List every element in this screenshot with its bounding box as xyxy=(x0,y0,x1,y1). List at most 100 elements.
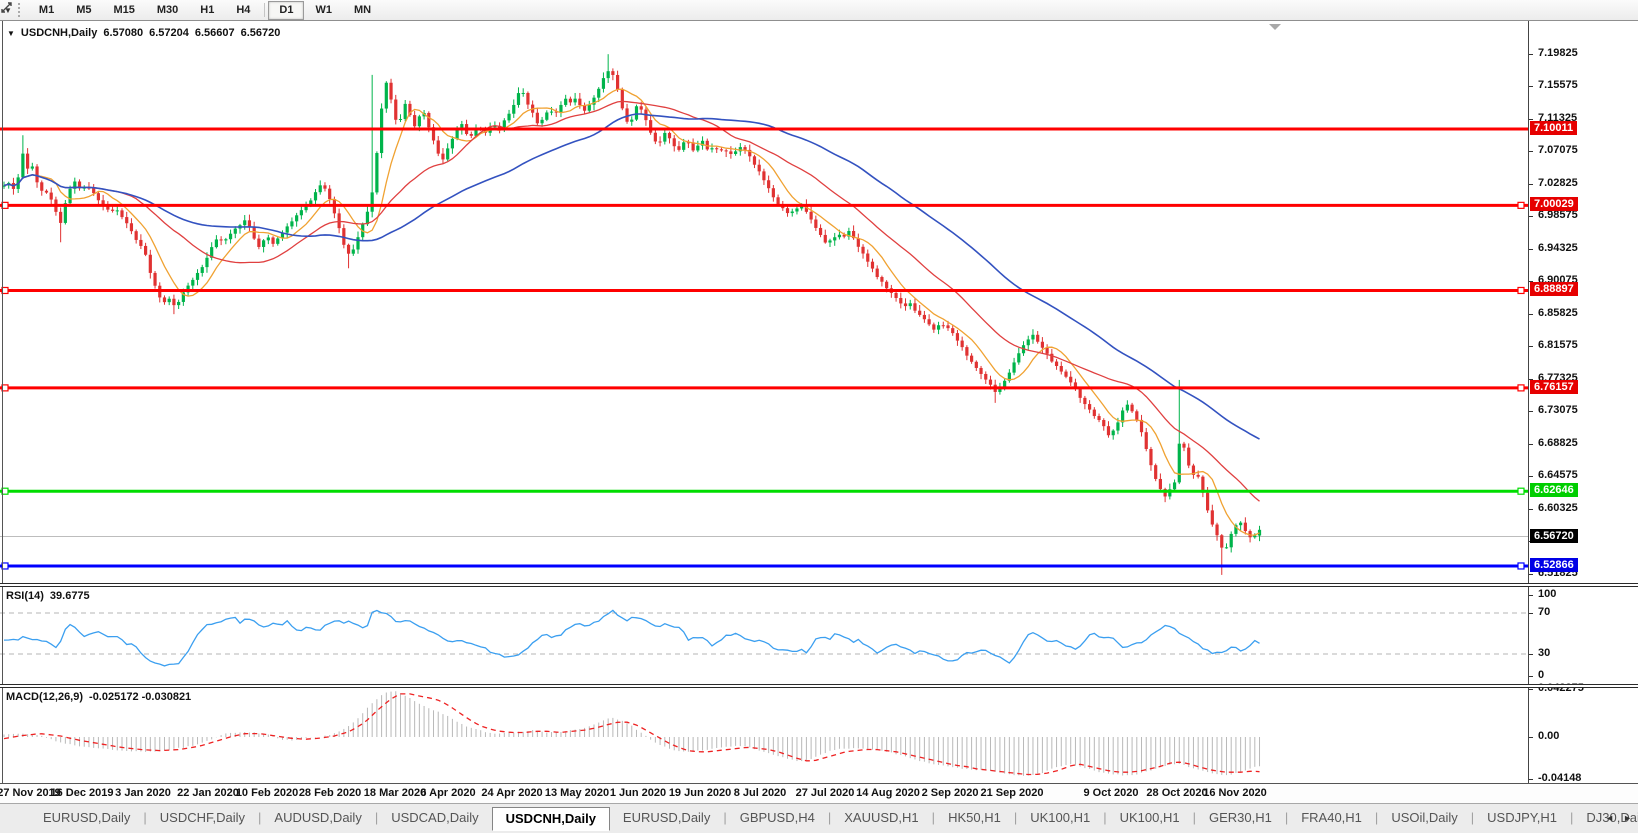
tab-separator: | xyxy=(1374,810,1379,825)
date-label: 3 Jan 2020 xyxy=(115,787,171,799)
tab-hk50-h1[interactable]: HK50,H1 xyxy=(948,810,1001,825)
macd-values: -0.025172 -0.030821 xyxy=(89,691,192,703)
tab-uk100-h1[interactable]: UK100,H1 xyxy=(1030,810,1091,825)
timeframe-button-h4[interactable]: H4 xyxy=(236,4,251,16)
tick-mark xyxy=(1529,654,1533,655)
timeframe-button-d1[interactable]: D1 xyxy=(268,0,305,20)
collapse-triangle-icon[interactable]: ▼ xyxy=(7,28,15,38)
ohlc-close: 6.56720 xyxy=(240,27,281,39)
macd-label: MACD(12,26,9) -0.025172 -0.030821 xyxy=(6,691,191,703)
ma-slow-line xyxy=(3,113,1260,440)
price-tick-6.73075: 6.73075 xyxy=(1538,404,1578,417)
tab-separator: | xyxy=(1192,810,1196,825)
tab-usoil-daily[interactable]: USOil,Daily xyxy=(1391,810,1458,825)
rsi-panel[interactable]: RSI(14) 39.6775 xyxy=(0,587,1528,684)
tab-ger30-h1[interactable]: GER30,H1 xyxy=(1208,810,1272,825)
tick-mark xyxy=(1529,183,1533,185)
candlestick-chart[interactable] xyxy=(0,21,1528,583)
price-tick-6.85825: 6.85825 xyxy=(1538,306,1578,319)
timeframe-button-mn[interactable]: MN xyxy=(353,4,372,16)
rsi-tick-30: 30 xyxy=(1538,647,1551,659)
tab-usdchf-daily[interactable]: USDCHF,Daily xyxy=(159,810,246,825)
tab-uk100-h1[interactable]: UK100,H1 xyxy=(1119,810,1180,825)
timeframe-button-h1[interactable]: H1 xyxy=(200,4,215,16)
date-label: 14 Aug 2020 xyxy=(856,787,920,799)
macd-panel[interactable]: MACD(12,26,9) -0.025172 -0.030821 xyxy=(0,688,1528,783)
date-label: 9 Oct 2020 xyxy=(1083,787,1139,799)
tick-mark xyxy=(1529,573,1533,575)
tick-mark xyxy=(1529,346,1533,348)
timeframe-button-m30[interactable]: M30 xyxy=(156,4,179,16)
ma-fast-line xyxy=(3,88,1260,536)
tab-usdcad-daily[interactable]: USDCAD,Daily xyxy=(391,810,479,825)
rsi-tick-0: 0 xyxy=(1538,669,1545,681)
date-label: 13 May 2020 xyxy=(544,787,610,799)
timeframe-button-m1[interactable]: M1 xyxy=(38,4,55,16)
price-badge-7.10011: 7.10011 xyxy=(1530,121,1578,136)
rsi-plot[interactable] xyxy=(0,587,1528,684)
date-label: 24 Apr 2020 xyxy=(481,787,543,799)
tab-scroll-left-icon[interactable]: ◄ xyxy=(1605,813,1615,823)
tab-eurusd-daily[interactable]: EURUSD,Daily xyxy=(622,810,711,825)
date-label: 28 Oct 2020 xyxy=(1146,787,1208,799)
price-tick-7.15575: 7.15575 xyxy=(1538,79,1578,92)
tab-usdjpy-h1[interactable]: USDJPY,H1 xyxy=(1487,810,1558,825)
panel-separator[interactable] xyxy=(0,583,1638,587)
macd-plot[interactable] xyxy=(0,688,1528,783)
tab-fra40-h1[interactable]: FRA40,H1 xyxy=(1301,810,1362,825)
price-axis[interactable]: 7.19825 7.15575 7.11325 7.07075 7.02825 6.985… xyxy=(1528,21,1638,784)
macd-name: MACD(12,26,9) xyxy=(6,691,84,703)
tick-mark xyxy=(1529,689,1533,691)
cursor-tool-button[interactable]: ▼ xyxy=(0,2,16,15)
tab-separator: | xyxy=(1570,810,1574,825)
tick-mark xyxy=(1529,411,1533,413)
hline-6.88897 xyxy=(0,286,1528,295)
toolbar-separator xyxy=(264,3,266,17)
timeframe-button-w1[interactable]: W1 xyxy=(315,4,332,16)
date-label: 22 Jan 2020 xyxy=(177,787,239,799)
date-label: 16 Dec 2019 xyxy=(50,787,114,799)
macd-signal-line xyxy=(3,693,1260,776)
toolbar-grip-handle[interactable] xyxy=(17,3,23,17)
tab-xauusd-h1[interactable]: XAUUSD,H1 xyxy=(844,810,919,825)
price-tick-7.11325: 7.11325 xyxy=(1538,111,1578,124)
timeframe-button-m15[interactable]: M15 xyxy=(113,4,135,16)
tab-separator: | xyxy=(374,810,379,825)
tick-mark xyxy=(1529,281,1533,283)
price-tick-7.19825: 7.19825 xyxy=(1538,46,1578,59)
tab-audusd-daily[interactable]: AUDUSD,Daily xyxy=(274,810,362,825)
price-badge-6.62646: 6.62646 xyxy=(1530,483,1578,498)
price-tick-6.60325: 6.60325 xyxy=(1538,501,1578,514)
tick-mark xyxy=(1529,676,1533,677)
rsi-line xyxy=(3,609,1260,667)
tab-gbpusd-h4[interactable]: GBPUSD,H4 xyxy=(739,810,815,825)
chart-left-border xyxy=(2,21,3,783)
timeframe-button-m5[interactable]: M5 xyxy=(76,4,92,16)
rsi-name: RSI(14) xyxy=(6,590,44,602)
tick-mark xyxy=(1529,248,1533,250)
timeframe-buttons: M1 M5 M15 M30 H1 H4 D1 W1 MN xyxy=(28,0,382,20)
rsi-value: 39.6775 xyxy=(49,590,90,602)
tab-dj30-daily[interactable]: DJ30,Daily xyxy=(1586,810,1638,825)
panel-separator[interactable] xyxy=(0,684,1638,688)
price-chart-panel[interactable]: ▼ USDCNH,Daily 6.57080 6.57204 6.56607 6… xyxy=(0,21,1528,583)
tick-mark xyxy=(1529,613,1533,614)
tab-scroll-right-icon[interactable]: ► xyxy=(1623,813,1632,823)
tick-mark xyxy=(1529,476,1533,478)
price-tick-6.81575: 6.81575 xyxy=(1538,339,1578,352)
tick-mark xyxy=(1529,737,1533,738)
tab-separator: | xyxy=(1284,810,1289,825)
rsi-tick-70: 70 xyxy=(1538,606,1551,618)
price-badge-6.88897: 6.88897 xyxy=(1530,282,1578,297)
date-label: 16 Nov 2020 xyxy=(1203,787,1267,799)
tick-mark xyxy=(1529,86,1533,88)
date-axis[interactable]: 27 Nov 2019 16 Dec 2019 3 Jan 2020 22 Jan 2… xyxy=(0,783,1638,803)
date-label: 10 Feb 2020 xyxy=(235,787,299,799)
hline-6.52866 xyxy=(0,562,1528,570)
tab-eurusd-daily[interactable]: EURUSD,Daily xyxy=(43,810,131,825)
tab-usdcnh-daily[interactable]: USDCNH,Daily xyxy=(491,807,610,831)
hline-7.00029 xyxy=(0,201,1528,209)
macd-tick-bottom: -0.04148 xyxy=(1538,772,1582,784)
tick-mark xyxy=(1529,595,1533,596)
tick-mark xyxy=(1529,378,1533,380)
